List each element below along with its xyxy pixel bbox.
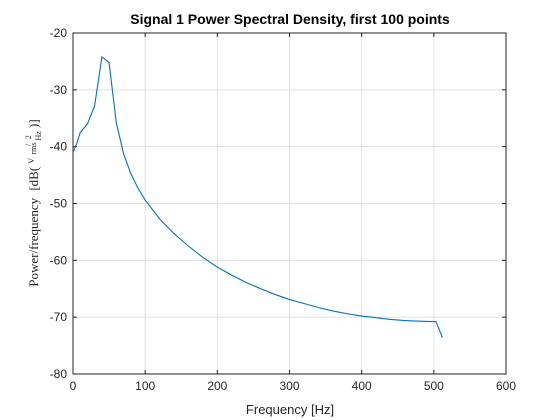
y-tick-label: -70 — [50, 310, 68, 324]
x-tick-label: 200 — [207, 379, 227, 393]
y-tick-label: -40 — [50, 140, 68, 154]
y-tick-label: -20 — [50, 26, 68, 40]
x-tick-label: 0 — [70, 379, 77, 393]
y-axis-label-prefix: Power/frequency — [26, 197, 41, 286]
y-axis-label-numerator-sup: 2 — [24, 135, 33, 139]
y-axis-label: Power/frequency [dB( V rms 2 / Hz )] — [19, 119, 44, 286]
y-tick-label: -60 — [50, 253, 68, 267]
x-tick-label: 400 — [352, 379, 372, 393]
y-tick-label: -80 — [50, 367, 68, 381]
tick-layer: 0 100 200 300 400 500 600 -80 -70 -60 -50 -40 -30 -20 — [50, 26, 517, 393]
psd-series-line — [72, 55, 443, 338]
y-axis-label-numerator: V — [27, 158, 36, 164]
x-tick-label: 600 — [496, 379, 516, 393]
x-tick-label: 500 — [424, 379, 444, 393]
y-tick-label: -50 — [50, 197, 68, 211]
y-axis-label-unit-open: [dB( — [26, 167, 41, 191]
x-tick-label: 300 — [279, 379, 299, 393]
chart-title: Signal 1 Power Spectral Density, first 1… — [130, 11, 450, 27]
y-axis-label-numerator-sub: rms — [29, 143, 38, 155]
y-axis-label-denominator: Hz — [34, 131, 43, 141]
y-axis-label-unit-close: )] — [26, 119, 41, 128]
y-tick-label: -30 — [50, 83, 68, 97]
svg-text:Power/frequency [dB(: Power/frequency [dB( V rms 2 / Hz )] — [19, 119, 44, 286]
series-layer — [72, 55, 443, 338]
x-tick-label: 100 — [135, 379, 155, 393]
x-axis-label: Frequency [Hz] — [246, 402, 334, 417]
